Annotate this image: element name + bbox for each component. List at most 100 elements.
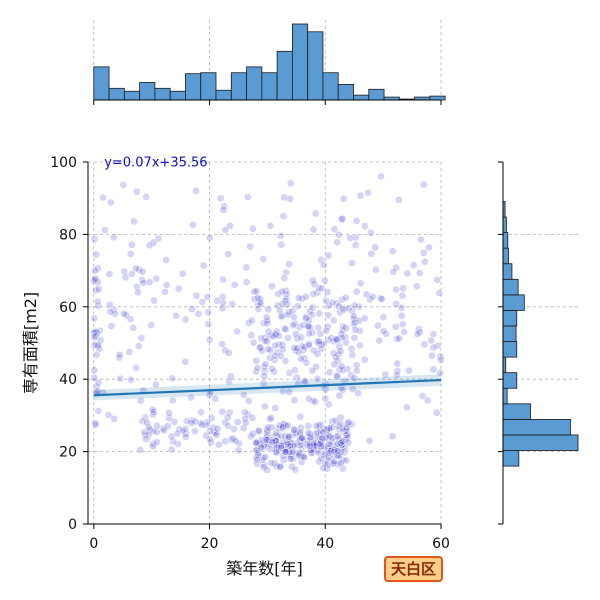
scatter-point [149, 440, 158, 448]
scatter-point [281, 432, 289, 441]
scatter-point [168, 374, 177, 383]
scatter-point [377, 172, 385, 181]
scatter-point [324, 251, 333, 260]
scatter-point [125, 348, 134, 356]
scatter-point [119, 181, 128, 189]
scatter-point [297, 333, 306, 342]
scatter-point [322, 326, 331, 335]
scatter-point [418, 392, 427, 400]
scatter-point [339, 322, 348, 331]
scatter-point [289, 321, 297, 330]
scatter-point [90, 341, 99, 350]
scatter-point [134, 288, 142, 297]
scatter-point [94, 285, 103, 293]
scatter-point [291, 465, 300, 474]
scatter-point [264, 345, 273, 353]
scatter-point [286, 455, 295, 463]
scatter-point [285, 387, 293, 396]
scatter-point [436, 368, 445, 377]
scatter-point [257, 334, 265, 343]
right-hist-bar [502, 278, 519, 296]
scatter-point [350, 333, 359, 342]
scatter-point [142, 435, 151, 444]
right-hist-bar [502, 403, 531, 420]
scatter-point [399, 284, 408, 293]
scatter-point [392, 263, 401, 272]
scatter-point [163, 422, 172, 430]
scatter-point [149, 442, 157, 451]
scatter-point [278, 341, 287, 349]
scatter-point [138, 267, 147, 276]
scatter-point [300, 377, 309, 385]
scatter-point [248, 429, 257, 438]
scatter-point [335, 302, 343, 311]
scatter-point [130, 217, 138, 226]
scatter-point [203, 293, 212, 301]
scatter-point [351, 326, 360, 334]
scatter-point [132, 264, 140, 273]
scatter-point [319, 261, 328, 269]
scatter-point [344, 438, 353, 447]
scatter-point [413, 282, 421, 290]
scatter-point [309, 290, 318, 298]
scatter-point [334, 336, 342, 345]
scatter-point [350, 374, 359, 382]
scatter-point [365, 436, 374, 445]
scatter-point [174, 440, 182, 448]
scatter-point [268, 282, 276, 291]
scatter-point [277, 240, 286, 249]
scatter-point [286, 439, 294, 448]
scatter-point [126, 315, 135, 324]
scatter-point [120, 267, 129, 276]
scatter-point [261, 453, 270, 462]
scatter-point [259, 255, 268, 263]
scatter-point [262, 435, 271, 444]
scatter-point [321, 459, 330, 468]
scatter-point [253, 364, 262, 372]
scatter-point [361, 314, 369, 323]
scatter-point [91, 274, 100, 283]
y-tick-label: 60 [59, 300, 77, 316]
scatter-point [162, 281, 171, 289]
scatter-point [372, 265, 380, 274]
scatter-point [276, 462, 285, 471]
scatter-point [263, 319, 272, 328]
scatter-point [423, 396, 432, 405]
scatter-point [228, 300, 237, 308]
scatter-point [295, 435, 304, 443]
scatter-point [297, 452, 306, 461]
scatter-point [397, 311, 406, 320]
scatter-point [127, 375, 135, 384]
y-tick-label: 20 [59, 445, 77, 461]
x-tick-label: 60 [432, 536, 450, 552]
scatter-point [351, 241, 360, 249]
scatter-point [389, 268, 398, 276]
scatter-point [278, 345, 287, 354]
scatter-point [92, 250, 101, 259]
top-hist-bar [154, 87, 171, 101]
scatter-point [311, 397, 320, 406]
scatter-point [339, 194, 348, 203]
scatter-point [94, 302, 102, 310]
scatter-point [379, 327, 388, 336]
right-hist-bar [502, 418, 571, 436]
region-badge: 天白区 [384, 556, 444, 582]
scatter-point [129, 324, 138, 332]
scatter-point [314, 323, 323, 332]
scatter-point [375, 336, 384, 345]
x-axis-label: 築年数[年] [226, 559, 303, 578]
right-hist-bar [502, 294, 525, 311]
scatter-point [115, 353, 124, 362]
scatter-point [137, 334, 146, 343]
scatter-point [241, 414, 249, 423]
scatter-point [219, 206, 228, 214]
scatter-point [153, 421, 161, 430]
scatter-point [409, 261, 418, 269]
scatter-point [233, 418, 242, 426]
scatter-point [290, 426, 299, 434]
scatter-point [224, 250, 233, 259]
scatter-point [333, 447, 342, 456]
scatter-point [336, 419, 345, 428]
scatter-point [110, 306, 118, 314]
scatter-point [178, 269, 187, 278]
